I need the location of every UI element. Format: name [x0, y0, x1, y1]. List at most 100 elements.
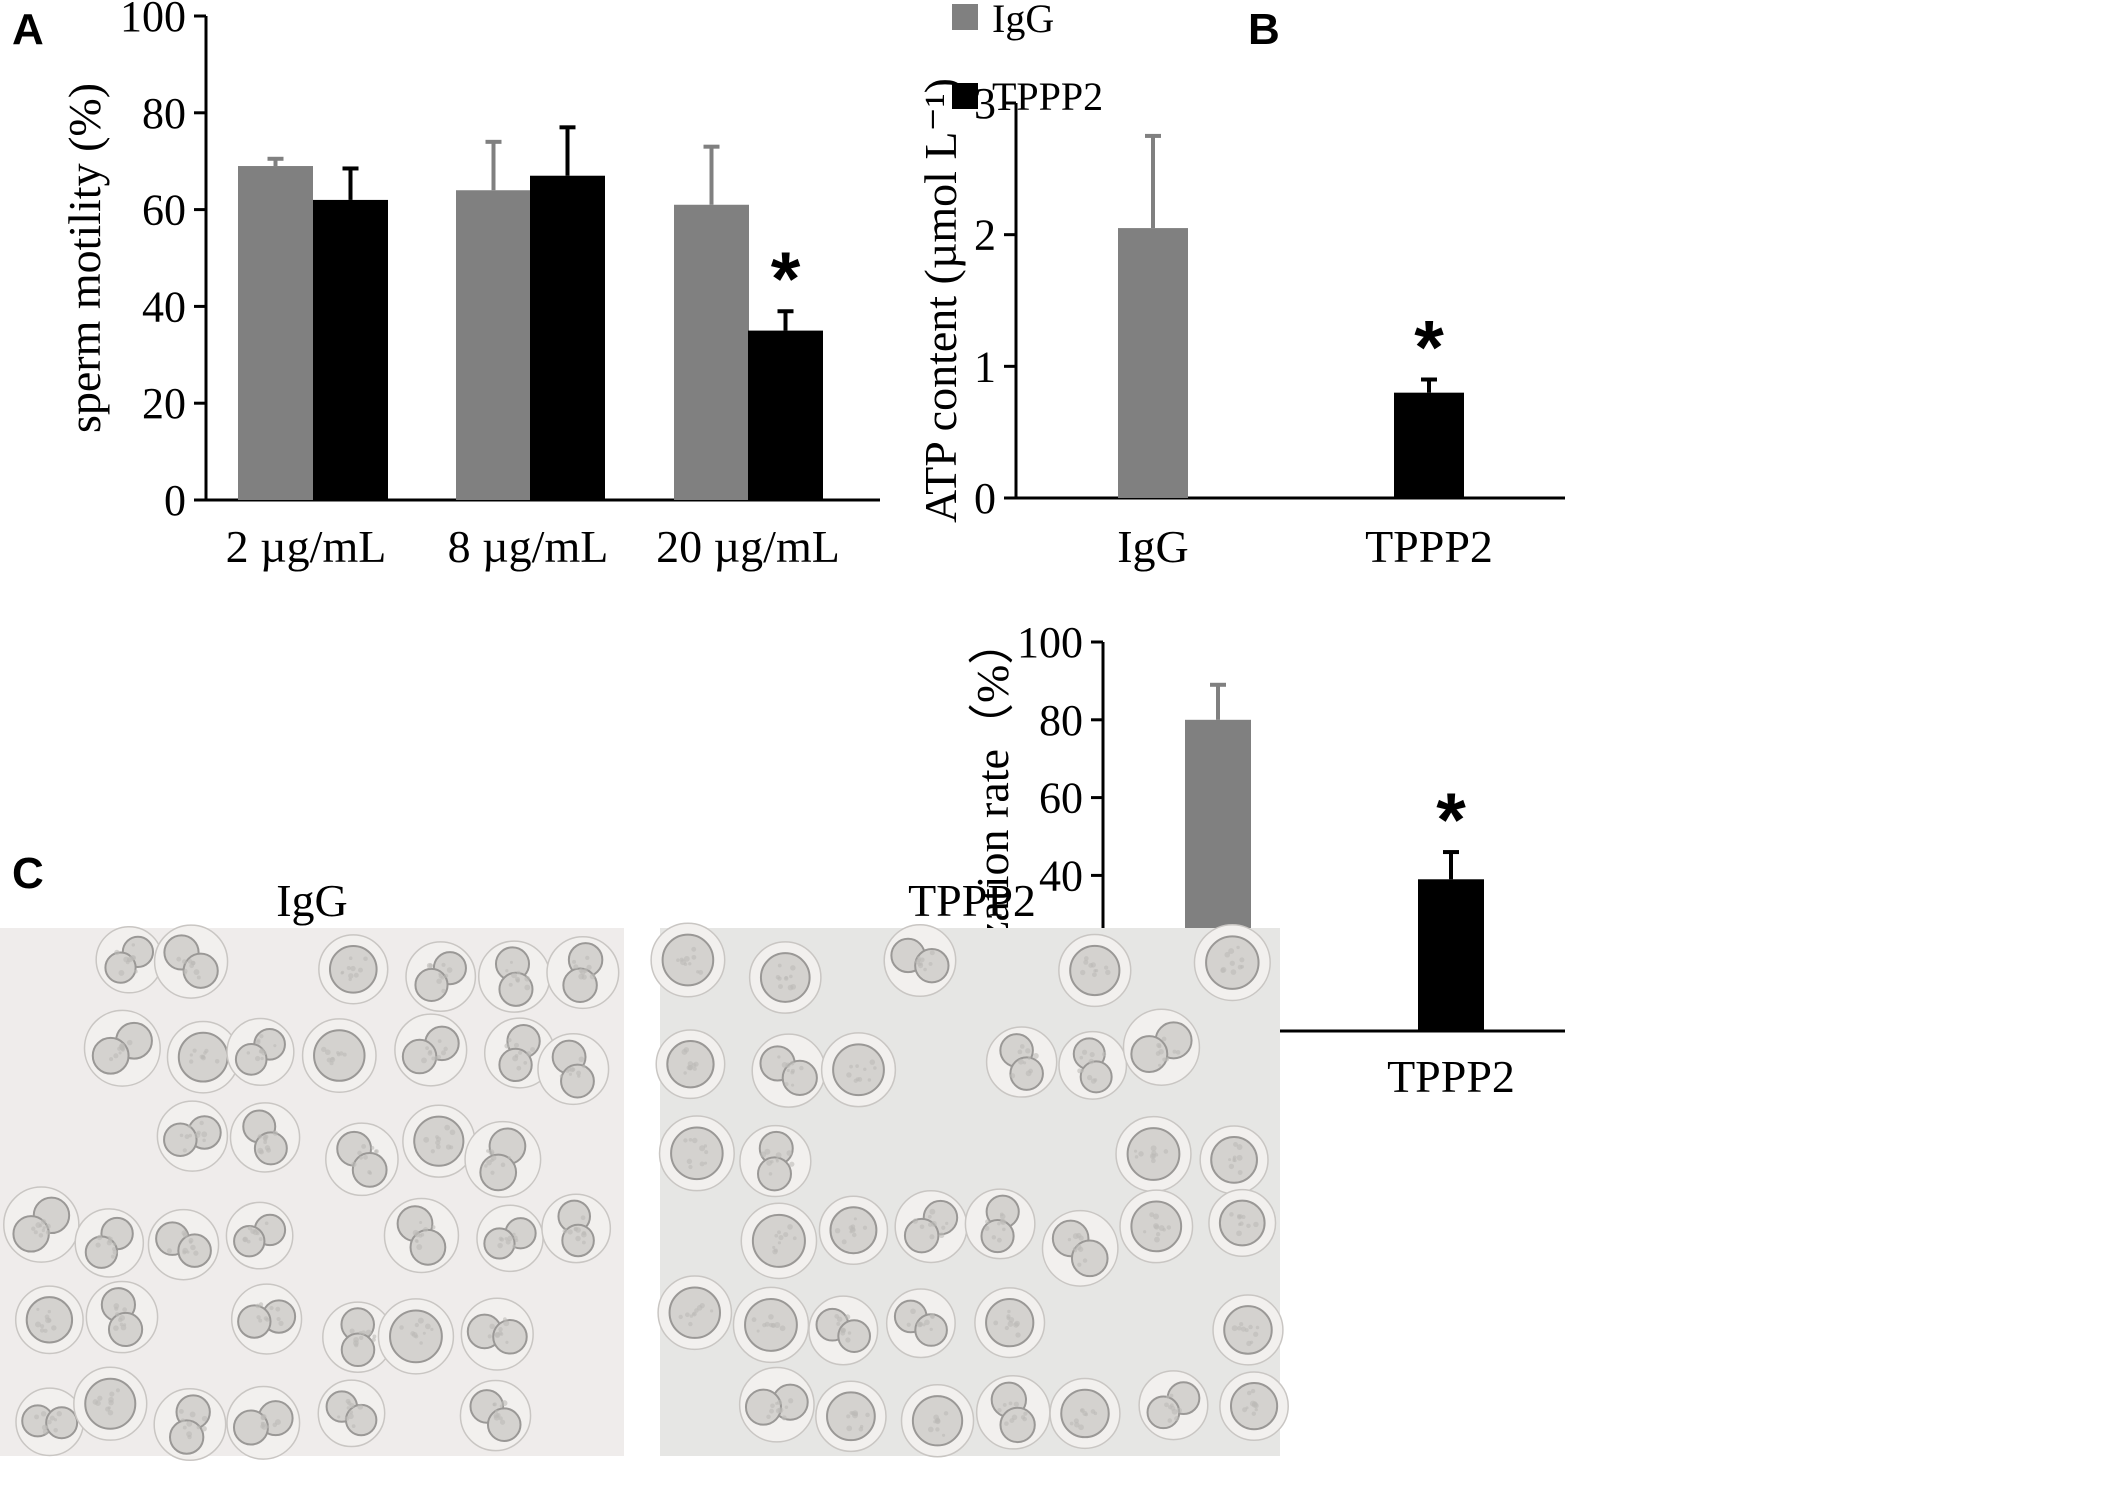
embryo-icon: [1208, 1188, 1277, 1258]
legend-swatch-tppp2: [952, 83, 978, 109]
embryo-icon: [537, 1033, 610, 1106]
embryo-icon: [73, 1366, 148, 1441]
bar-0-2: [674, 204, 749, 500]
chart-a-sperm-motility: 0 20 40 60 80 100 sperm motility (%) 2 µg/mL 8 µ…: [59, 0, 880, 572]
micrograph-caption-igg: IgG: [276, 875, 348, 926]
bar-1-0: [313, 199, 388, 501]
embryo-icon: [477, 940, 551, 1013]
embryo-icon: [3, 1186, 80, 1263]
embryo-icon: [15, 1387, 85, 1457]
embryo-icon: [1115, 1115, 1192, 1193]
y-tick-label: 60: [1039, 774, 1083, 823]
embryo-icon: [546, 935, 620, 1010]
embryo-icon: [818, 1195, 889, 1266]
embryo-icon: [751, 1033, 826, 1108]
significance-mark: *: [1436, 778, 1466, 863]
embryo-icon: [885, 1288, 956, 1359]
x-tick-label: IgG: [1117, 521, 1189, 572]
embryo-icon: [1138, 1370, 1209, 1441]
embryo-icon: [883, 924, 957, 998]
legend-label-igg: IgG: [992, 0, 1054, 41]
embryo-icon: [1199, 1125, 1269, 1195]
embryo-icon: [85, 1280, 159, 1354]
embryo-icon: [975, 1375, 1051, 1450]
embryo-icon: [317, 1379, 386, 1448]
embryo-icon: [657, 1275, 733, 1351]
embryo-icon: [739, 1124, 812, 1198]
legend-swatch-igg: [952, 4, 978, 30]
y-tick-label: 100: [1017, 618, 1083, 667]
embryo-icon: [95, 925, 164, 994]
embryo-icon: [153, 1388, 227, 1462]
micrograph-tppp2: [650, 922, 1289, 1458]
bar-0-1: [456, 190, 531, 501]
embryo-icon: [383, 1197, 460, 1274]
y-tick-label: 40: [142, 282, 186, 331]
bar-1-2: [748, 330, 823, 500]
embryo-icon: [402, 1104, 476, 1178]
embryo-icon: [460, 1297, 534, 1371]
embryo-icon: [156, 1100, 229, 1172]
embryo-icon: [808, 1295, 879, 1366]
embryo-icon: [1193, 924, 1271, 1002]
embryo-icon: [748, 941, 822, 1014]
embryo-icon: [894, 1189, 968, 1264]
embryo-icon: [226, 1385, 301, 1460]
x-tick-label: 20 µg/mL: [656, 521, 840, 572]
bar-0-0: [238, 166, 313, 501]
y-tick-label: 80: [1039, 696, 1083, 745]
y-tick-label: 40: [1039, 851, 1083, 900]
y-tick-label: 20: [142, 379, 186, 428]
embryo-icon: [166, 1020, 240, 1094]
y-tick-label: 0: [974, 474, 996, 523]
embryo-icon: [1119, 1189, 1194, 1264]
embryo-icon: [658, 1115, 735, 1192]
embryo-icon: [1212, 1294, 1284, 1366]
x-tick-label: TPPP2: [1365, 521, 1493, 572]
embryo-icon: [325, 1122, 399, 1197]
panel-letter-a: A: [12, 5, 44, 54]
embryo-icon: [301, 1018, 377, 1093]
y-tick-label: 0: [164, 476, 186, 525]
embryo-icon: [738, 1366, 815, 1443]
embryo-icon: [394, 1013, 468, 1087]
embryo-icon: [74, 1208, 145, 1278]
embryo-icon: [740, 1202, 818, 1280]
panel-letter-c: C: [12, 849, 44, 898]
embryo-icon: [732, 1286, 810, 1364]
legend-a: IgG TPPP2: [952, 0, 1103, 119]
x-tick-label: 8 µg/mL: [448, 521, 609, 572]
embryo-icon: [377, 1298, 455, 1375]
embryo-icon: [229, 1102, 301, 1173]
y-tick-label: 1: [974, 342, 996, 391]
embryo-icon: [1219, 1371, 1289, 1442]
embryo-icon: [1058, 933, 1132, 1008]
embryo-icon: [974, 1287, 1046, 1359]
embryo-icon: [230, 1283, 303, 1355]
bar-1-1: [530, 175, 605, 500]
embryo-icon: [226, 1017, 295, 1087]
legend-label-tppp2: TPPP2: [992, 74, 1103, 119]
embryo-icon: [225, 1201, 294, 1270]
embryo-icon: [405, 941, 477, 1012]
significance-mark: *: [771, 237, 801, 322]
y-tick-label: 2: [974, 211, 996, 260]
embryo-icon: [483, 1017, 556, 1089]
embryo-icon: [1122, 1008, 1201, 1086]
embryo-icon: [14, 1285, 84, 1355]
micrograph-igg: [0, 924, 624, 1462]
embryo-icon: [650, 922, 726, 998]
y-tick-label: 80: [142, 89, 186, 138]
embryo-icon: [83, 1009, 161, 1087]
embryo-icon: [147, 1208, 220, 1281]
embryo-icon: [153, 924, 229, 999]
y-tick-label: 3: [974, 79, 996, 128]
embryo-icon: [476, 1204, 544, 1273]
embryo-icon: [964, 1188, 1036, 1260]
embryo-icon: [820, 1032, 897, 1108]
embryo-icon: [541, 1193, 612, 1264]
embryo-icon: [815, 1380, 887, 1453]
embryo-icon: [1041, 1209, 1119, 1287]
bar-0: [1118, 228, 1188, 499]
